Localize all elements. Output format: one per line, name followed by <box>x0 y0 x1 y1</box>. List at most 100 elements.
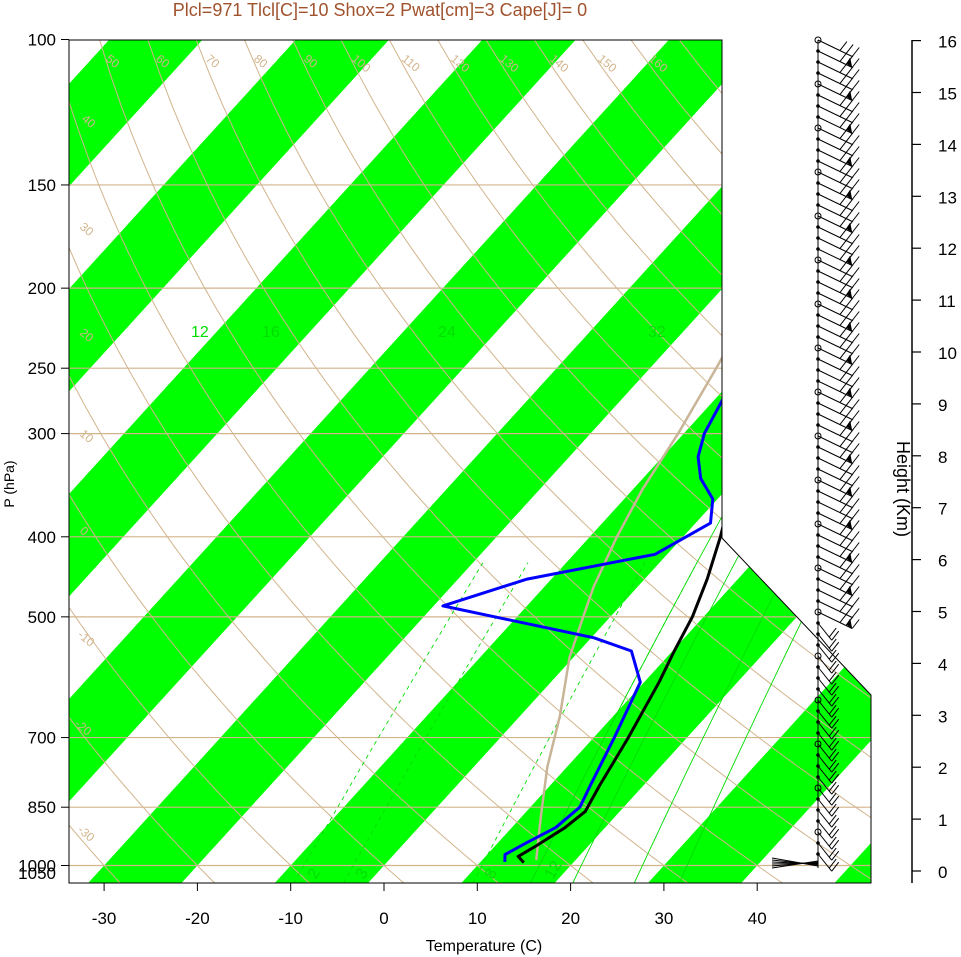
wind-barb-flag <box>851 311 860 321</box>
calm-circle <box>814 564 822 572</box>
wind-dot <box>816 676 820 680</box>
wind-barbs <box>771 36 860 872</box>
wind-dot <box>816 533 820 537</box>
wind-barb-flag <box>851 146 860 156</box>
wind-barb <box>817 644 833 663</box>
height-tick-label: 7 <box>938 500 947 519</box>
wind-barb-flag <box>839 327 848 337</box>
wind-barb <box>817 754 833 773</box>
wind-dot <box>816 489 820 493</box>
wind-dot <box>816 313 820 317</box>
wind-dot <box>816 852 820 856</box>
wind-barb-flag <box>839 481 848 491</box>
wind-barb-flag <box>845 165 854 175</box>
wind-barb-flag <box>839 173 848 183</box>
wind-barb-flag <box>839 261 848 271</box>
wind-barb-flag <box>839 613 848 623</box>
wind-barb-flag <box>839 140 848 150</box>
wind-dot <box>816 104 820 108</box>
calm-circle <box>814 344 822 352</box>
dry-adiabat-label: 80 <box>251 52 270 72</box>
wind-dot <box>816 412 820 416</box>
dry-adiabat <box>292 40 871 883</box>
wind-barb-flag <box>828 638 837 649</box>
wind-barb-flag <box>839 536 848 546</box>
pressure-tick-label: 200 <box>28 279 56 298</box>
temperature-tick-label: 30 <box>654 909 673 928</box>
dry-adiabat-label: 150 <box>595 52 620 76</box>
wind-barb-flag <box>828 649 837 660</box>
mixing-ratio-line <box>343 562 529 883</box>
wind-barb-flag <box>839 448 848 458</box>
wind-barb-flag <box>851 542 860 552</box>
wind-barb-flag <box>851 520 860 530</box>
wind-barb-flag <box>851 157 860 167</box>
wind-barb-flag <box>839 503 848 513</box>
calm-circle <box>814 300 822 308</box>
wind-barb-flag <box>845 407 854 417</box>
wind-barb <box>817 787 833 806</box>
wind-barb-flag <box>831 663 840 674</box>
wind-dot <box>816 335 820 339</box>
wind-barb-flag <box>851 619 860 629</box>
wind-barb-flag <box>831 707 840 718</box>
wind-barb-flag <box>851 267 860 277</box>
calm-circle <box>814 828 822 836</box>
wind-barb-flag <box>839 338 848 348</box>
wind-barb-flag <box>845 44 854 54</box>
calm-circle <box>814 520 822 528</box>
wind-pennant <box>846 453 853 464</box>
height-tick-label: 11 <box>938 292 956 311</box>
dry-adiabat <box>69 40 688 883</box>
wind-barb-flag <box>845 561 854 571</box>
wind-barb <box>817 655 833 674</box>
wind-barb-flag <box>828 726 837 737</box>
wind-barb-flag <box>845 594 854 604</box>
wind-barb-flag <box>851 278 860 288</box>
wind-barb-flag <box>851 135 860 145</box>
wind-dot <box>816 544 820 548</box>
calm-circle <box>814 212 822 220</box>
wind-dot <box>816 203 820 207</box>
wind-dot <box>816 401 820 405</box>
wind-barb-flag <box>845 363 854 373</box>
wind-barb-flag <box>831 806 840 817</box>
wind-dot <box>816 357 820 361</box>
wind-barb-flag <box>831 630 840 641</box>
wind-dot <box>816 71 820 75</box>
wind-dot <box>816 115 820 119</box>
wind-barb-flag <box>831 729 840 740</box>
wind-barb-flag <box>839 316 848 326</box>
wind-barb-flag <box>839 393 848 403</box>
wind-barb-flag <box>828 759 837 770</box>
wind-barb-flag <box>839 129 848 139</box>
wind-barb-flag <box>839 206 848 216</box>
wind-pennant <box>846 618 853 629</box>
wind-barb-flag <box>828 814 837 825</box>
wind-barb-flag <box>828 660 837 671</box>
calm-circle <box>814 36 822 44</box>
wind-barb-flag <box>851 124 860 134</box>
wind-barb-flag <box>839 602 848 612</box>
dry-adiabat <box>69 40 405 883</box>
wind-dot <box>816 60 820 64</box>
wind-barb <box>817 853 833 872</box>
temperature-tick-label: -30 <box>92 909 117 928</box>
wind-barb-flag <box>851 443 860 453</box>
pressure-tick-label: 150 <box>28 176 56 195</box>
pressure-tick-label: 1050 <box>18 864 56 883</box>
calm-circle <box>814 652 822 660</box>
wind-barb-flag <box>828 748 837 759</box>
pressure-tick-label: 250 <box>28 359 56 378</box>
wind-barb <box>817 842 833 861</box>
wind-barb-flag <box>845 572 854 582</box>
wind-dot <box>816 720 820 724</box>
mixing-ratio-line <box>293 562 484 883</box>
wind-dot <box>816 687 820 691</box>
wind-barb-flag <box>851 201 860 211</box>
wind-barb-flag <box>828 836 837 847</box>
wind-barb-flag <box>851 102 860 112</box>
wind-barb-flag <box>851 91 860 101</box>
wind-barb-flag <box>839 591 848 601</box>
